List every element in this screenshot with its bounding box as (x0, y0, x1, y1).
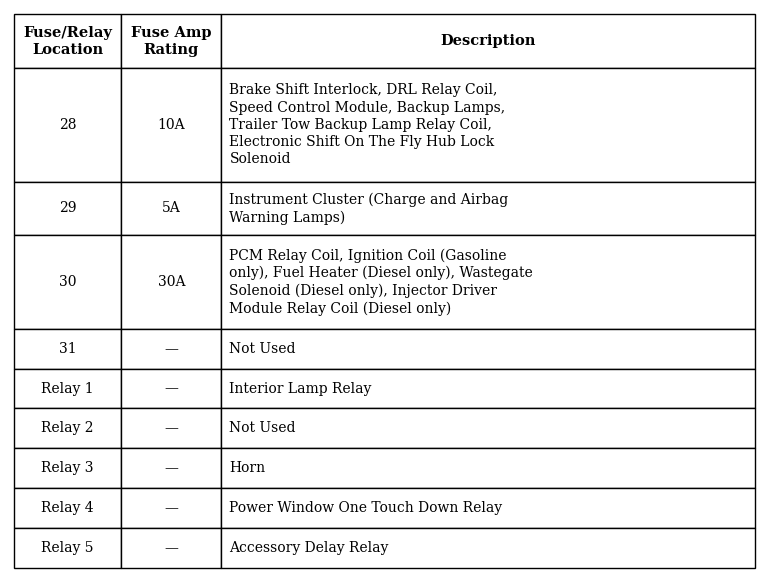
Bar (14, 235, 122, 329)
Text: Fuse Amp
Rating: Fuse Amp Rating (131, 25, 211, 57)
Text: —: — (165, 540, 178, 555)
Bar (221, 235, 755, 329)
Bar (14, 448, 122, 488)
Bar (122, 369, 221, 409)
Text: Relay 4: Relay 4 (42, 501, 94, 515)
Bar (14, 369, 122, 409)
Text: Fuse/Relay
Location: Fuse/Relay Location (23, 25, 112, 57)
Bar (14, 181, 122, 235)
Bar (122, 448, 221, 488)
Text: Power Window One Touch Down Relay: Power Window One Touch Down Relay (229, 501, 503, 515)
Text: 31: 31 (58, 342, 76, 355)
Text: Horn: Horn (229, 461, 265, 475)
Text: Relay 2: Relay 2 (42, 421, 94, 435)
Bar (221, 528, 755, 568)
Text: Description: Description (441, 34, 536, 49)
Bar (221, 448, 755, 488)
Text: —: — (165, 342, 178, 355)
Text: 5A: 5A (162, 202, 181, 216)
Bar (122, 181, 221, 235)
Text: 10A: 10A (158, 118, 185, 132)
Bar (122, 409, 221, 448)
Text: Relay 1: Relay 1 (42, 381, 94, 395)
Bar (122, 488, 221, 528)
Bar (14, 409, 122, 448)
Text: —: — (165, 421, 178, 435)
Bar (221, 369, 755, 409)
Bar (221, 329, 755, 369)
Bar (221, 68, 755, 181)
Text: 30: 30 (59, 275, 76, 289)
Text: Relay 3: Relay 3 (42, 461, 94, 475)
Bar (14, 488, 122, 528)
Text: Not Used: Not Used (229, 342, 296, 355)
Text: 29: 29 (59, 202, 76, 216)
Bar (122, 68, 221, 181)
Text: —: — (165, 501, 178, 515)
Bar (14, 68, 122, 181)
Text: Instrument Cluster (Charge and Airbag
Warning Lamps): Instrument Cluster (Charge and Airbag Wa… (229, 192, 508, 224)
Text: Brake Shift Interlock, DRL Relay Coil,
Speed Control Module, Backup Lamps,
Trail: Brake Shift Interlock, DRL Relay Coil, S… (229, 83, 505, 166)
Bar (14, 329, 122, 369)
Bar (221, 488, 755, 528)
Bar (122, 528, 221, 568)
Text: —: — (165, 461, 178, 475)
Text: Interior Lamp Relay: Interior Lamp Relay (229, 381, 371, 395)
Text: PCM Relay Coil, Ignition Coil (Gasoline
only), Fuel Heater (Diesel only), Wasteg: PCM Relay Coil, Ignition Coil (Gasoline … (229, 248, 533, 316)
Bar (122, 235, 221, 329)
Bar (221, 181, 755, 235)
Text: 30A: 30A (158, 275, 185, 289)
Bar (221, 409, 755, 448)
Bar (221, 14, 755, 68)
Text: 28: 28 (59, 118, 76, 132)
Text: Not Used: Not Used (229, 421, 296, 435)
Text: —: — (165, 381, 178, 395)
Bar (122, 329, 221, 369)
Bar (122, 14, 221, 68)
Text: Relay 5: Relay 5 (42, 540, 94, 555)
Bar (14, 528, 122, 568)
Text: Accessory Delay Relay: Accessory Delay Relay (229, 540, 389, 555)
Bar (14, 14, 122, 68)
